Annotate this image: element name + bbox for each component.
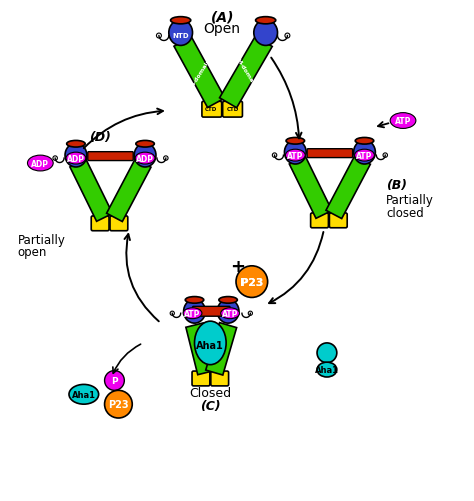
- FancyBboxPatch shape: [192, 371, 210, 386]
- Circle shape: [248, 312, 253, 316]
- Text: +: +: [230, 258, 246, 275]
- Text: ATP: ATP: [222, 309, 238, 318]
- Text: (A): (A): [210, 11, 234, 25]
- Ellipse shape: [27, 156, 53, 172]
- Ellipse shape: [355, 150, 374, 162]
- Ellipse shape: [135, 153, 155, 165]
- Text: Partially: Partially: [18, 233, 65, 246]
- Circle shape: [156, 34, 161, 39]
- FancyBboxPatch shape: [223, 102, 242, 118]
- Circle shape: [105, 391, 132, 418]
- Text: CTD: CTD: [205, 107, 218, 112]
- Ellipse shape: [254, 21, 277, 46]
- Ellipse shape: [390, 113, 416, 129]
- Circle shape: [285, 34, 290, 39]
- Text: ATP: ATP: [287, 151, 303, 160]
- Text: (B): (B): [386, 179, 407, 192]
- Polygon shape: [326, 157, 370, 219]
- Ellipse shape: [67, 141, 85, 148]
- Ellipse shape: [355, 138, 374, 145]
- FancyBboxPatch shape: [310, 213, 328, 228]
- Circle shape: [383, 154, 387, 158]
- Ellipse shape: [221, 308, 239, 319]
- Polygon shape: [219, 38, 272, 109]
- Circle shape: [53, 156, 57, 161]
- Text: P: P: [111, 376, 118, 385]
- Ellipse shape: [69, 385, 99, 404]
- Text: Aha1: Aha1: [196, 340, 224, 350]
- Ellipse shape: [285, 150, 305, 162]
- Text: open: open: [18, 246, 47, 259]
- Ellipse shape: [66, 153, 86, 165]
- Ellipse shape: [183, 300, 205, 324]
- FancyBboxPatch shape: [329, 213, 347, 228]
- Ellipse shape: [171, 18, 191, 25]
- Text: ATP: ATP: [184, 309, 201, 318]
- Text: (D): (D): [89, 131, 110, 144]
- Polygon shape: [174, 38, 225, 108]
- Text: Aha1: Aha1: [72, 390, 96, 399]
- Ellipse shape: [284, 141, 306, 165]
- Ellipse shape: [194, 322, 226, 365]
- Text: NTD: NTD: [173, 33, 189, 39]
- Circle shape: [236, 266, 268, 298]
- Text: P23: P23: [108, 399, 129, 409]
- FancyBboxPatch shape: [91, 216, 109, 231]
- Circle shape: [105, 371, 124, 391]
- Text: P23: P23: [241, 277, 263, 287]
- Circle shape: [317, 343, 337, 363]
- Text: ADP: ADP: [31, 159, 49, 168]
- FancyBboxPatch shape: [307, 149, 353, 158]
- Text: M-domain: M-domain: [235, 57, 257, 89]
- Circle shape: [164, 156, 168, 161]
- Ellipse shape: [134, 144, 156, 168]
- Text: (C): (C): [200, 399, 220, 412]
- Text: closed: closed: [386, 206, 424, 219]
- Text: Partially: Partially: [386, 194, 434, 207]
- FancyBboxPatch shape: [110, 216, 128, 231]
- Ellipse shape: [286, 138, 305, 145]
- Text: ADP: ADP: [67, 154, 85, 163]
- Ellipse shape: [183, 308, 202, 319]
- Text: Open: Open: [204, 22, 241, 36]
- Ellipse shape: [217, 300, 239, 324]
- Text: Aha1: Aha1: [315, 365, 339, 374]
- FancyBboxPatch shape: [211, 371, 228, 386]
- Polygon shape: [107, 159, 151, 222]
- Text: CTD: CTD: [227, 107, 239, 112]
- Ellipse shape: [169, 21, 192, 46]
- Text: M-domain: M-domain: [189, 57, 212, 89]
- Text: P23: P23: [240, 277, 264, 287]
- Ellipse shape: [219, 297, 237, 304]
- Polygon shape: [289, 157, 332, 219]
- Text: Closed: Closed: [189, 386, 231, 399]
- Polygon shape: [206, 323, 237, 375]
- Circle shape: [273, 154, 277, 158]
- Ellipse shape: [136, 141, 155, 148]
- Polygon shape: [70, 160, 112, 222]
- Text: ATP: ATP: [356, 151, 373, 160]
- FancyBboxPatch shape: [192, 307, 230, 317]
- Ellipse shape: [354, 141, 375, 165]
- Ellipse shape: [255, 18, 276, 25]
- Circle shape: [170, 312, 174, 316]
- Ellipse shape: [65, 144, 87, 168]
- Ellipse shape: [185, 297, 204, 304]
- FancyBboxPatch shape: [88, 152, 133, 161]
- Ellipse shape: [317, 362, 337, 377]
- Polygon shape: [186, 323, 215, 375]
- Text: ADP: ADP: [136, 154, 154, 163]
- FancyBboxPatch shape: [202, 102, 222, 118]
- Text: ATP: ATP: [395, 117, 411, 126]
